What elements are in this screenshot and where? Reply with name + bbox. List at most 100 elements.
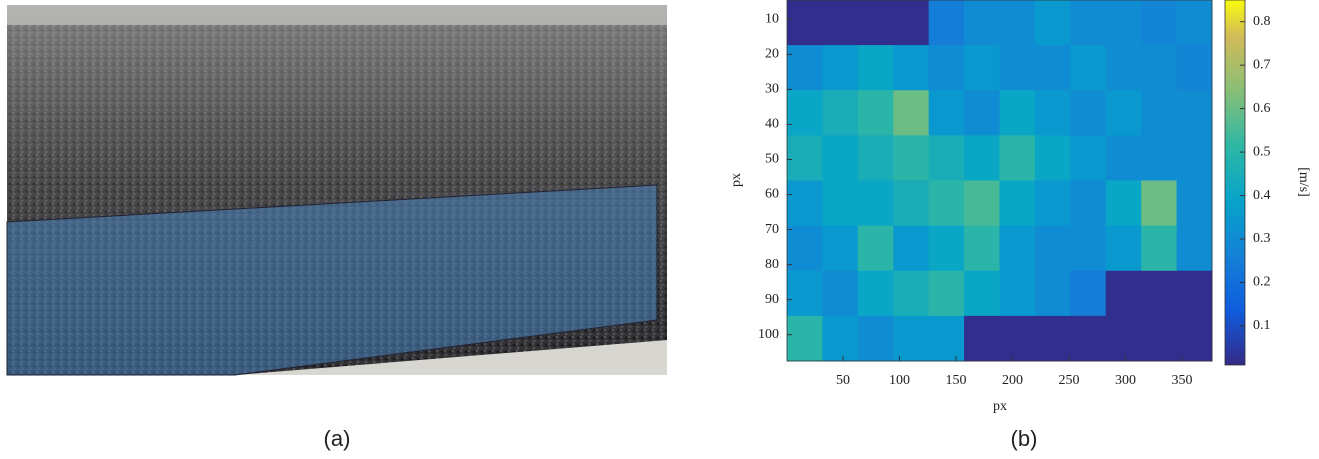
heatmap-cell: [1141, 270, 1178, 317]
colorbar-label: [m/s]: [1296, 167, 1311, 197]
heatmap-cell: [1176, 315, 1213, 362]
heatmap-cell: [999, 180, 1036, 227]
heatmap-cell: [1176, 0, 1213, 46]
heatmap-cell: [822, 225, 859, 272]
heatmap-cell: [1105, 270, 1142, 317]
heatmap-cell: [1141, 180, 1178, 227]
heatmap-cell: [1034, 225, 1071, 272]
heatmap-cell: [893, 225, 930, 272]
heatmap-cell: [1034, 315, 1071, 362]
heatmap-cell: [1034, 90, 1071, 136]
y-tick-label: 50: [765, 152, 779, 167]
photo: [6, 5, 667, 376]
heatmap-cell: [1034, 270, 1071, 317]
heatmap-cell: [1034, 45, 1071, 91]
colorbar-tick-label: 0.1: [1253, 318, 1271, 333]
heatmap-cell: [822, 135, 859, 181]
heatmap-cell: [1070, 45, 1107, 91]
heatmap-cell: [893, 0, 930, 46]
heatmap-cell: [787, 315, 823, 362]
heatmap-cell: [1176, 45, 1213, 91]
heatmap-cell: [1141, 315, 1178, 362]
colorbar-tick-label: 0.8: [1253, 14, 1271, 29]
heatmap-cell: [857, 45, 894, 91]
heatmap-cell: [928, 315, 965, 362]
colorbar-tick-label: 0.7: [1253, 57, 1271, 72]
heatmap-cell: [964, 270, 1000, 317]
heatmap-cell: [893, 90, 930, 136]
heatmap-cell: [1070, 225, 1107, 272]
heatmap-cell: [1141, 135, 1178, 181]
heatmap-cell: [964, 45, 1000, 91]
heatmap-cell: [1105, 135, 1142, 181]
heatmap-cell: [857, 225, 894, 272]
heatmap-cell: [999, 135, 1036, 181]
heatmap-cell: [928, 225, 965, 272]
heatmap-cell: [928, 45, 965, 91]
heatmap-cell: [964, 90, 1000, 136]
heatmap-cell: [822, 315, 859, 362]
heatmap-cell: [822, 0, 859, 46]
heatmap-cell: [928, 180, 965, 227]
heatmap-cell: [928, 270, 965, 317]
heatmap-cell: [893, 135, 930, 181]
heatmap-cell: [787, 180, 823, 227]
x-label: px: [993, 399, 1007, 414]
heatmap-cell: [787, 0, 823, 46]
heatmap-cell: [999, 225, 1036, 272]
x-tick-label: 300: [1115, 373, 1136, 388]
heatmap-cell: [1070, 180, 1107, 227]
y-tick-label: 60: [765, 187, 779, 202]
caption: (b): [1011, 426, 1038, 451]
heatmap-cell: [999, 315, 1036, 362]
heatmap-cell: [999, 90, 1036, 136]
y-tick-label: 40: [765, 117, 779, 132]
heatmap-cell: [1141, 45, 1178, 91]
heatmap-cell: [893, 45, 930, 91]
heatmap-cell: [1034, 135, 1071, 181]
colorbar-tick-label: 0.5: [1253, 144, 1271, 159]
y-tick-label: 70: [765, 222, 779, 237]
heatmap-cell: [1070, 135, 1107, 181]
heatmap-cell: [787, 45, 823, 91]
heatmap-cell: [857, 315, 894, 362]
colorbar-tick-label: 0.3: [1253, 231, 1271, 246]
heatmap-cell: [857, 135, 894, 181]
heatmap-cell: [787, 225, 823, 272]
colorbar: [1224, 0, 1246, 366]
heatmap-cell: [857, 270, 894, 317]
heatmap-cell: [822, 45, 859, 91]
heatmap-cell: [1105, 225, 1142, 272]
y-tick-label: 30: [765, 82, 779, 97]
heatmap-cell: [1141, 225, 1178, 272]
heatmap-cell: [1070, 0, 1107, 46]
heatmap-cell: [1141, 0, 1178, 46]
x-tick-label: 50: [836, 373, 850, 388]
heatmap-cell: [1105, 45, 1142, 91]
colorbar-tick-label: 0.6: [1253, 101, 1271, 116]
heatmap-cell: [1176, 225, 1213, 272]
roi-overlay: [6, 184, 658, 376]
x-tick-label: 250: [1059, 373, 1080, 388]
heatmap-cell: [822, 270, 859, 317]
heatmap-cell: [1176, 135, 1213, 181]
x-tick-label: 150: [945, 373, 966, 388]
heatmap-cell: [857, 90, 894, 136]
heatmap-cell: [964, 135, 1000, 181]
heatmap-cell: [893, 315, 930, 362]
heatmap-cell: [964, 0, 1000, 46]
heatmap-cell: [1176, 270, 1213, 317]
heatmap-cell: [822, 90, 859, 136]
heatmap-cell: [1105, 180, 1142, 227]
x-tick-label: 100: [889, 373, 910, 388]
y-label: px: [729, 173, 744, 187]
heatmap-cell: [964, 225, 1000, 272]
heatmap-cell: [1070, 315, 1107, 362]
y-tick-label: 80: [765, 257, 779, 272]
heatmap-cell: [999, 45, 1036, 91]
x-tick-label: 200: [1002, 373, 1023, 388]
heatmap-cell: [1105, 0, 1142, 46]
heatmap-cell: [964, 180, 1000, 227]
colorbar-tick-label: 0.4: [1253, 188, 1271, 203]
